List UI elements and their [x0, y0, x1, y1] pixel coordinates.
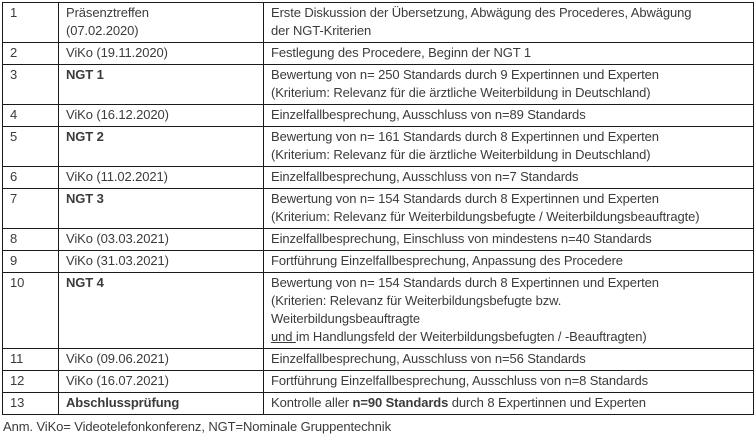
- description-segment: n=90 Standards: [352, 395, 449, 410]
- description-segment: Einzelfallbesprechung, Ausschluss von n=…: [271, 351, 586, 366]
- table-row: 6 ViKo (11.02.2021) Einzelfallbesprechun…: [2, 166, 754, 189]
- description-segment: Festlegung des Procedere, Beginn der NGT…: [271, 45, 532, 60]
- event-cell: Abschlussprüfung: [58, 392, 264, 415]
- row-number-cell: 9: [2, 250, 59, 273]
- table-row: 11 ViKo (09.06.2021) Einzelfallbesprechu…: [2, 348, 754, 371]
- table-row: 8 ViKo (03.03.2021) Einzelfallbesprechun…: [2, 228, 754, 251]
- table-row: 13 Abschlussprüfung Kontrolle aller n=90…: [2, 392, 754, 415]
- timeline-table-body: 1 Präsenztreffen (07.02.2020) Erste Disk…: [2, 2, 754, 415]
- event-cell: ViKo (16.07.2021): [58, 370, 264, 393]
- row-number-cell: 5: [2, 126, 59, 167]
- description-cell: Bewertung von n= 154 Standards durch 8 E…: [263, 188, 754, 229]
- description-segment: Kontrolle aller: [271, 395, 353, 410]
- description-cell: Einzelfallbesprechung, Ausschluss von n=…: [263, 348, 754, 371]
- row-number-cell: 10: [2, 272, 59, 349]
- event-cell: ViKo (31.03.2021): [58, 250, 264, 273]
- table-row: 9 ViKo (31.03.2021) Fortführung Einzelfa…: [2, 250, 754, 273]
- description-cell: Bewertung von n= 154 Standards durch 8 E…: [263, 272, 754, 349]
- description-segment: Bewertung von n= 161 Standards durch 8 E…: [271, 129, 659, 162]
- event-cell: NGT 3: [58, 188, 264, 229]
- description-cell: Einzelfallbesprechung, Ausschluss von n=…: [263, 166, 754, 189]
- description-segment: und: [271, 329, 296, 344]
- timeline-table: 1 Präsenztreffen (07.02.2020) Erste Disk…: [2, 2, 754, 415]
- row-number-cell: 2: [2, 42, 59, 65]
- description-cell: Festlegung des Procedere, Beginn der NGT…: [263, 42, 754, 65]
- event-cell: ViKo (03.03.2021): [58, 228, 264, 251]
- table-footnote: Anm. ViKo= Videotelefonkonferenz, NGT=No…: [3, 419, 391, 434]
- event-cell: ViKo (16.12.2020): [58, 104, 264, 127]
- event-cell: NGT 2: [58, 126, 264, 167]
- table-row: 3 NGT 1 Bewertung von n= 250 Standards d…: [2, 64, 754, 105]
- event-cell: NGT 1: [58, 64, 264, 105]
- row-number-cell: 6: [2, 166, 59, 189]
- description-segment: Erste Diskussion der Übersetzung, Abwägu…: [271, 5, 692, 38]
- row-number-cell: 7: [2, 188, 59, 229]
- description-cell: Einzelfallbesprechung, Einschluss von mi…: [263, 228, 754, 251]
- event-cell: Präsenztreffen (07.02.2020): [58, 2, 264, 43]
- description-cell: Bewertung von n= 250 Standards durch 9 E…: [263, 64, 754, 105]
- description-segment: Einzelfallbesprechung, Einschluss von mi…: [271, 231, 652, 246]
- event-cell: ViKo (11.02.2021): [58, 166, 264, 189]
- event-cell: NGT 4: [58, 272, 264, 349]
- event-cell: ViKo (19.11.2020): [58, 42, 264, 65]
- row-number-cell: 1: [2, 2, 59, 43]
- table-row: 5 NGT 2 Bewertung von n= 161 Standards d…: [2, 126, 754, 167]
- row-number-cell: 3: [2, 64, 59, 105]
- description-segment: Bewertung von n= 154 Standards durch 8 E…: [271, 191, 700, 224]
- table-row: 10 NGT 4 Bewertung von n= 154 Standards …: [2, 272, 754, 349]
- description-segment: im Handlungsfeld der Weiterbildungsbefug…: [295, 329, 647, 344]
- description-cell: Erste Diskussion der Übersetzung, Abwägu…: [263, 2, 754, 43]
- row-number-cell: 8: [2, 228, 59, 251]
- description-cell: Bewertung von n= 161 Standards durch 8 E…: [263, 126, 754, 167]
- row-number-cell: 4: [2, 104, 59, 127]
- description-cell: Kontrolle aller n=90 Standards durch 8 E…: [263, 392, 754, 415]
- description-segment: Bewertung von n= 154 Standards durch 8 E…: [271, 275, 659, 326]
- description-cell: Fortführung Einzelfallbesprechung, Anpas…: [263, 250, 754, 273]
- row-number-cell: 13: [2, 392, 59, 415]
- description-segment: Einzelfallbesprechung, Ausschluss von n=…: [271, 107, 586, 122]
- table-row: 7 NGT 3 Bewertung von n= 154 Standards d…: [2, 188, 754, 229]
- table-row: 1 Präsenztreffen (07.02.2020) Erste Disk…: [2, 2, 754, 43]
- description-segment: Fortführung Einzelfallbesprechung, Anpas…: [271, 253, 623, 268]
- description-segment: Fortführung Einzelfallbesprechung, Aussc…: [271, 373, 649, 388]
- description-cell: Einzelfallbesprechung, Ausschluss von n=…: [263, 104, 754, 127]
- description-cell: Fortführung Einzelfallbesprechung, Aussc…: [263, 370, 754, 393]
- description-segment: Bewertung von n= 250 Standards durch 9 E…: [271, 67, 659, 100]
- description-segment: durch 8 Expertinnen und Experten: [448, 395, 646, 410]
- table-row: 2 ViKo (19.11.2020) Festlegung des Proce…: [2, 42, 754, 65]
- table-row: 12 ViKo (16.07.2021) Fortführung Einzelf…: [2, 370, 754, 393]
- event-cell: ViKo (09.06.2021): [58, 348, 264, 371]
- description-segment: Einzelfallbesprechung, Ausschluss von n=…: [271, 169, 579, 184]
- row-number-cell: 12: [2, 370, 59, 393]
- row-number-cell: 11: [2, 348, 59, 371]
- table-row: 4 ViKo (16.12.2020) Einzelfallbesprechun…: [2, 104, 754, 127]
